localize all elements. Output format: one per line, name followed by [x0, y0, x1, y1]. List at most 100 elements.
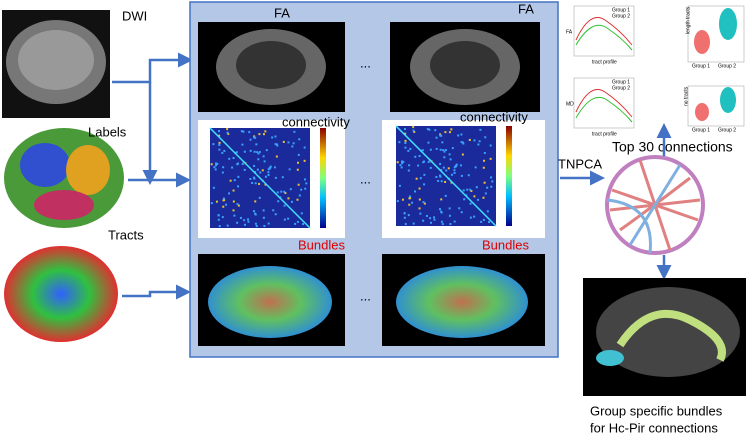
matrix-cell — [435, 175, 438, 178]
matrix-cell — [297, 161, 300, 164]
matrix-cell — [412, 126, 415, 129]
matrix-cell — [305, 182, 308, 185]
connectivity-matrix — [198, 120, 545, 238]
axis-label: FA — [566, 29, 573, 35]
matrix-cell — [242, 130, 245, 133]
matrix-cell — [228, 192, 231, 195]
matrix-cell — [459, 164, 462, 167]
matrix-cell — [403, 212, 406, 215]
matrix-cell — [467, 174, 470, 177]
matrix-cell — [253, 210, 256, 213]
matrix-cell — [450, 173, 453, 176]
matrix-cell — [212, 186, 215, 189]
matrix-cell — [252, 176, 255, 179]
matrix-cell — [447, 167, 450, 170]
matrix-cell — [262, 209, 265, 212]
matrix-cell — [407, 214, 410, 217]
matrix-cell — [237, 162, 240, 165]
matrix-cell — [433, 218, 436, 221]
arrow — [112, 52, 193, 84]
matrix-cell — [289, 188, 292, 191]
matrix-cell — [283, 218, 286, 221]
matrix-cell — [290, 200, 293, 203]
matrix-cell — [479, 128, 482, 131]
matrix-cell — [483, 181, 486, 184]
matrix-cell — [283, 204, 286, 207]
matrix-cell — [398, 184, 401, 187]
matrix-cell — [210, 163, 213, 166]
matrix-cell — [407, 149, 410, 152]
matrix-cell — [427, 141, 430, 144]
matrix-cell — [395, 125, 497, 227]
matrix-cell — [217, 218, 220, 221]
tracts-image — [2, 244, 120, 348]
matrix-cell — [486, 186, 489, 189]
axis-label: no tracts — [683, 86, 689, 106]
matrix-cell — [448, 214, 451, 217]
matrix-cell — [460, 133, 463, 136]
matrix-cell — [249, 177, 252, 180]
matrix-cell — [449, 223, 452, 226]
matrix-cell — [437, 179, 440, 182]
matrix-cell — [214, 168, 217, 171]
matrix-cell — [254, 171, 257, 174]
matrix-cell — [473, 215, 476, 218]
matrix-cell — [300, 212, 303, 215]
matrix-cell — [267, 222, 270, 225]
matrix-cell — [241, 163, 244, 166]
matrix-cell — [439, 208, 442, 211]
matrix-cell — [302, 223, 305, 226]
matrix-cell — [469, 216, 472, 219]
matrix-cell — [423, 160, 426, 163]
matrix-cell — [274, 143, 277, 146]
matrix-cell — [236, 203, 239, 206]
matrix-cell — [408, 195, 411, 198]
matrix-cell — [227, 132, 230, 135]
matrix-cell — [228, 157, 231, 160]
matrix-cell — [453, 169, 456, 172]
matrix-cell — [225, 203, 228, 206]
matrix-cell — [218, 141, 221, 144]
matrix-cell — [419, 177, 422, 180]
matrix-cell — [506, 126, 512, 226]
matrix-cell — [404, 141, 407, 144]
matrix-cell — [218, 130, 221, 133]
matrix-cell — [257, 152, 260, 155]
matrix-cell — [429, 221, 432, 224]
matrix-cell — [218, 134, 221, 137]
violin-plot — [687, 5, 745, 127]
axis-label: length tracts — [685, 6, 691, 34]
matrix-cell — [468, 138, 471, 141]
legend: Group 1 — [612, 79, 630, 85]
top-connections-label: Top 30 connections — [612, 139, 733, 155]
matrix-cell — [428, 128, 431, 131]
matrix-cell — [404, 139, 407, 142]
matrix-cell — [461, 153, 464, 156]
matrix-cell — [439, 162, 442, 165]
matrix-cell — [441, 141, 444, 144]
matrix-cell — [253, 150, 256, 153]
result-label: Group specific bundles — [590, 403, 723, 418]
matrix-cell — [248, 131, 251, 134]
matrix-cell — [243, 168, 246, 171]
matrix-cell — [249, 149, 252, 152]
matrix-cell — [267, 171, 270, 174]
matrix-cell — [274, 213, 277, 216]
matrix-cell — [460, 211, 463, 214]
matrix-cell — [462, 189, 465, 192]
matrix-cell — [304, 178, 307, 181]
matrix-cell — [473, 195, 476, 198]
matrix-cell — [488, 221, 491, 224]
matrix-cell — [425, 214, 428, 217]
matrix-cell — [463, 198, 466, 201]
matrix-cell — [448, 153, 451, 156]
matrix-cell — [448, 131, 451, 134]
result-image — [583, 278, 746, 396]
matrix-cell — [417, 164, 420, 167]
matrix-cell — [490, 185, 493, 188]
matrix-cell — [297, 153, 300, 156]
matrix-cell — [458, 207, 461, 210]
matrix-cell — [237, 185, 240, 188]
matrix-cell — [439, 134, 442, 137]
